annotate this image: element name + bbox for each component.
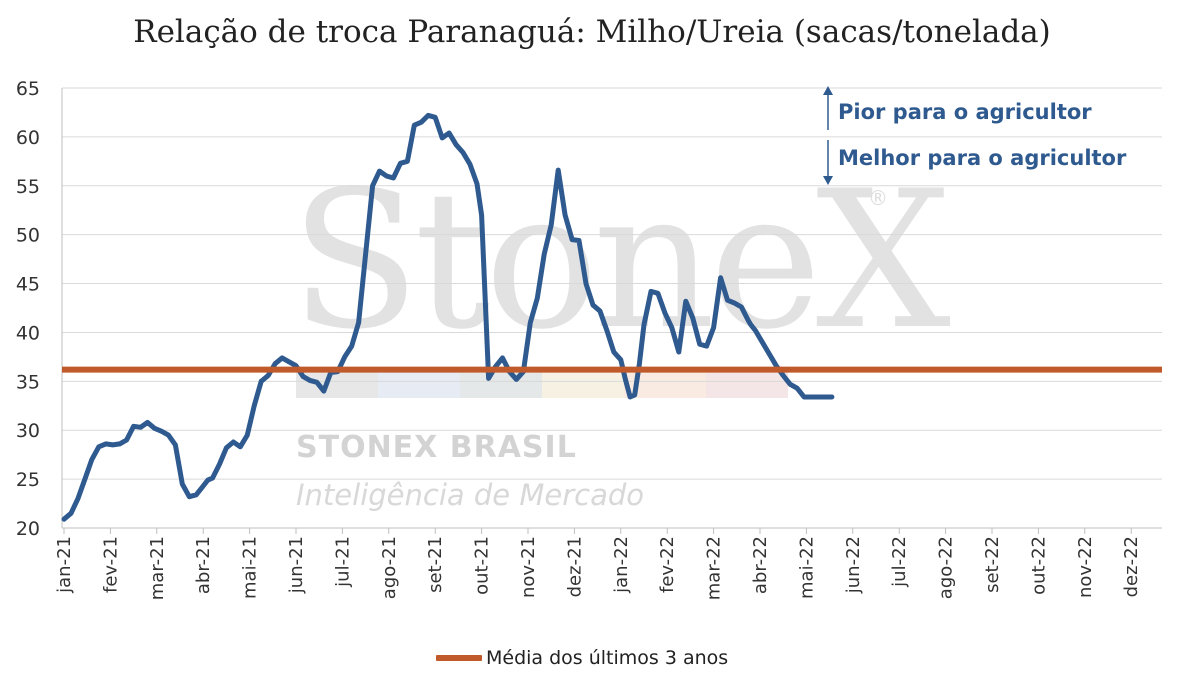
x-tick-label: nov-22 [1075,536,1096,598]
y-tick-label: 25 [16,469,40,491]
x-tick-label: abr-22 [750,536,771,594]
y-tick-label: 40 [16,322,40,344]
x-tick-label: jul-21 [332,536,353,588]
registered-mark: ® [868,186,888,210]
y-tick-label: 20 [16,518,40,540]
watermark-band [296,370,378,398]
x-tick-label: mai-21 [240,536,261,599]
x-tick-label: jan-22 [611,536,632,594]
x-tick-label: jan-21 [54,536,75,594]
legend: Média dos últimos 3 anos [436,644,728,672]
watermark-band [460,370,542,398]
x-tick-label: dez-22 [1121,536,1142,597]
x-tick-label: fev-22 [657,536,678,593]
y-tick-label: 35 [16,371,40,393]
annotation-worse: Pior para o agricultor [838,100,1092,124]
x-tick-label: abr-21 [193,536,214,594]
x-tick-label: fev-21 [100,536,121,593]
watermark-band [378,370,460,398]
x-tick-label: jul-22 [889,536,910,588]
x-tick-label: mar-21 [147,536,168,600]
watermark-band [542,370,624,398]
series-line-exchange-ratio [61,112,835,522]
stonex-watermark-logo: StoneX [290,150,951,371]
x-tick-label: ago-22 [936,536,957,599]
x-tick-label: out-21 [472,536,493,595]
y-tick-label: 45 [16,274,40,296]
x-tick-label: out-22 [1028,536,1049,595]
x-tick-label: mar-22 [704,536,725,600]
watermark-band [706,370,788,398]
y-tick-label: 30 [16,420,40,442]
x-tick-label: jun-22 [843,536,864,594]
x-tick-label: jun-21 [286,536,307,594]
annotation-better: Melhor para o agricultor [838,146,1127,170]
x-tick-label: ago-21 [379,536,400,599]
y-tick-label: 50 [16,225,40,247]
x-tick-label: mai-22 [796,536,817,599]
stonex-brasil-watermark: STONEX BRASIL [296,430,577,465]
y-tick-label: 65 [16,78,40,100]
x-tick-label: dez-21 [564,536,585,597]
legend-swatch-average [436,655,482,661]
arrow-up-head [823,86,833,95]
x-tick-label: nov-21 [518,536,539,598]
legend-label-average: Média dos últimos 3 anos [486,647,729,669]
y-tick-label: 60 [16,127,40,149]
chart-title: Relação de troca Paranaguá: Milho/Ureia … [133,14,1051,50]
arrow-down-head [823,176,833,185]
y-tick-label: 55 [16,176,40,198]
x-tick-label: set-22 [982,536,1003,593]
x-tick-label: set-21 [425,536,446,593]
inteligencia-watermark: Inteligência de Mercado [296,478,644,512]
